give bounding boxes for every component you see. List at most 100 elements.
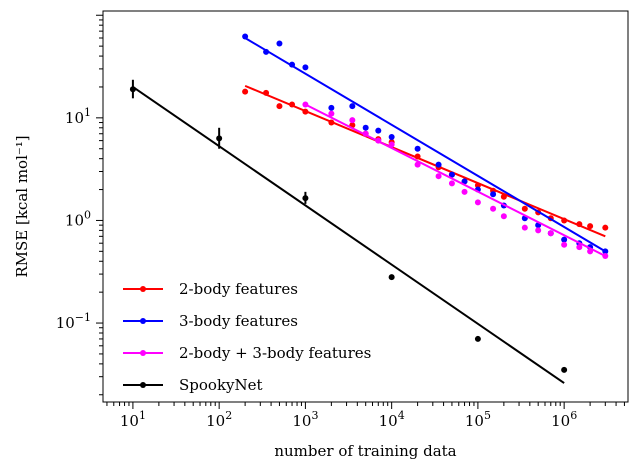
fit-line-series-1 (244, 37, 606, 253)
x-tick-label: 104 (379, 409, 405, 430)
data-point (500, 193, 507, 200)
x-tick-base: 10 (551, 412, 570, 430)
data-point (414, 161, 421, 168)
data-point (302, 108, 309, 115)
legend-marker (140, 318, 146, 324)
legend-marker (140, 350, 146, 356)
series-0 (242, 84, 609, 238)
data-point (474, 199, 481, 206)
x-tick-exponent: 3 (311, 409, 318, 422)
x-tick-label: 102 (206, 409, 232, 430)
data-point (587, 223, 594, 230)
data-point (576, 244, 583, 251)
legend-label: 3-body features (179, 312, 298, 330)
series-2 (302, 101, 609, 260)
y-tick-base: 10 (65, 211, 84, 229)
legend-entry-0: 2-body features (123, 280, 298, 298)
data-point (500, 213, 507, 220)
legend-marker (140, 286, 146, 292)
fit-line-series-3 (132, 86, 565, 384)
x-tick-label: 106 (551, 409, 577, 430)
data-point (388, 141, 395, 148)
data-point (302, 195, 309, 202)
data-point (535, 227, 542, 234)
legend-label: 2-body + 3-body features (179, 344, 371, 362)
legend-label: SpookyNet (179, 376, 263, 394)
data-point (474, 182, 481, 189)
legend: 2-body features 3-body features 2-body + 3… (123, 280, 371, 394)
data-point (602, 253, 609, 260)
data-point (129, 86, 136, 93)
data-point (602, 248, 609, 255)
data-point (414, 145, 421, 152)
y-tick-label: 100 (65, 208, 91, 229)
data-point (276, 40, 283, 47)
data-point (435, 173, 442, 180)
x-tick-exponent: 4 (398, 409, 405, 422)
series-3 (129, 79, 568, 384)
data-point (289, 101, 296, 108)
data-point (521, 224, 528, 231)
data-point (414, 153, 421, 160)
data-point (587, 248, 594, 255)
y-tick-exponent: 1 (84, 106, 91, 119)
data-point (263, 89, 270, 96)
x-tick-exponent: 1 (139, 409, 146, 422)
data-point (328, 119, 335, 126)
data-point (375, 137, 382, 144)
data-point (289, 61, 296, 68)
data-point (302, 101, 309, 108)
y-tick-exponent: 0 (84, 208, 91, 221)
legend-label: 2-body features (179, 280, 298, 298)
data-point (521, 205, 528, 212)
data-point (242, 33, 249, 40)
x-tick-exponent: 2 (225, 409, 232, 422)
data-point (349, 117, 356, 124)
x-tick-exponent: 6 (570, 409, 577, 422)
y-tick-base: 10 (56, 314, 75, 332)
fit-line-series-0 (244, 84, 606, 238)
x-tick-label: 101 (120, 409, 146, 430)
data-layer (129, 33, 609, 384)
x-axis-title: number of training data (274, 442, 456, 460)
data-point (362, 124, 369, 131)
data-point (302, 64, 309, 71)
y-tick-label: 10−1 (56, 311, 91, 332)
x-tick-exponent: 5 (484, 409, 491, 422)
data-point (561, 241, 568, 248)
legend-entry-3: SpookyNet (123, 376, 263, 394)
legend-entry-1: 3-body features (123, 312, 298, 330)
data-point (461, 178, 468, 185)
data-point (547, 230, 554, 237)
x-tick-base: 10 (120, 412, 139, 430)
legend-entry-2: 2-body + 3-body features (123, 344, 371, 362)
fit-line-series-2 (304, 103, 606, 257)
data-point (435, 161, 442, 168)
data-point (362, 130, 369, 137)
data-point (388, 274, 395, 281)
legend-marker (140, 382, 146, 388)
data-point (602, 224, 609, 231)
x-tick-base: 10 (379, 412, 398, 430)
data-point (461, 188, 468, 195)
data-point (276, 103, 283, 110)
data-point (375, 127, 382, 134)
x-tick-base: 10 (292, 412, 311, 430)
data-point (490, 205, 497, 212)
data-point (474, 335, 481, 342)
data-point (561, 217, 568, 224)
y-axis-title: RMSE [kcal mol⁻¹] (13, 135, 31, 277)
data-point (328, 110, 335, 117)
y-tick-label: 101 (65, 106, 91, 127)
data-point (448, 171, 455, 178)
x-tick-label: 103 (292, 409, 318, 430)
data-point (448, 180, 455, 187)
data-point (576, 221, 583, 228)
data-point (349, 103, 356, 110)
data-point (328, 104, 335, 111)
y-tick-exponent: −1 (75, 311, 91, 324)
y-tick-base: 10 (65, 109, 84, 127)
data-point (561, 236, 568, 243)
